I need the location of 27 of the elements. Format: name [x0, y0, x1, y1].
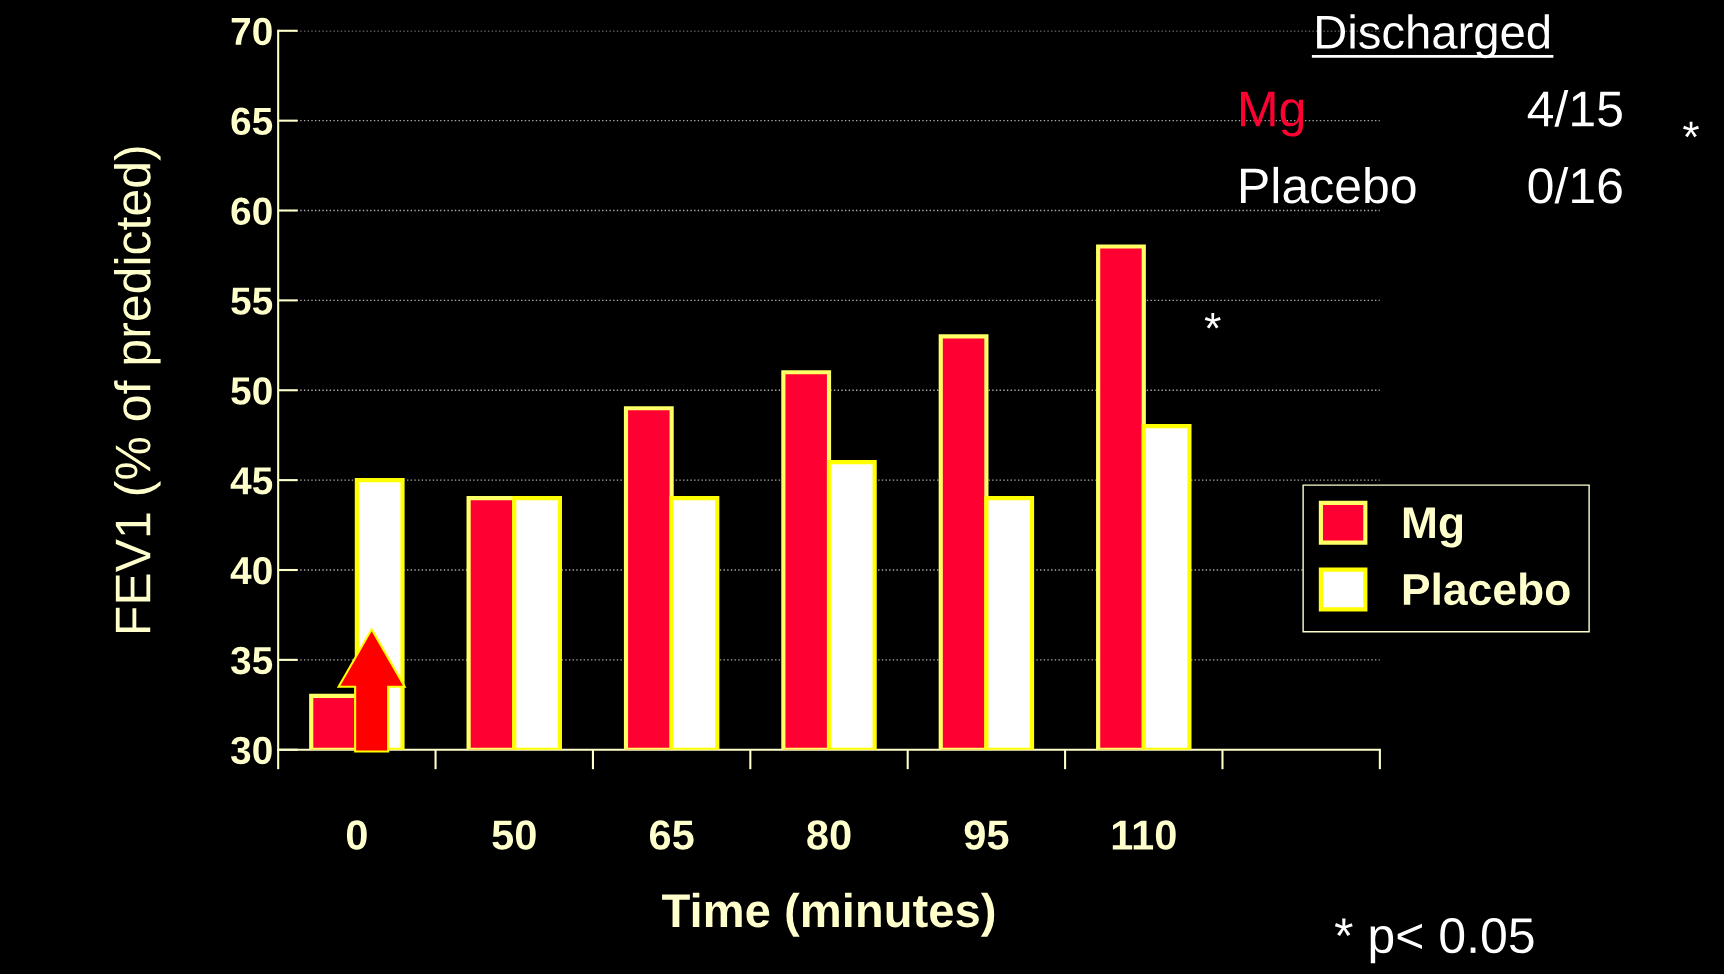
- y-tick-label: 35: [230, 646, 273, 675]
- y-tick-label: 45: [230, 467, 273, 495]
- legend-label: Placebo: [1403, 572, 1570, 606]
- annotation: *: [1204, 312, 1221, 329]
- x-tick-label: 80: [807, 820, 851, 850]
- x-tick-label: 110: [1112, 820, 1176, 850]
- text: 4/15: [1527, 89, 1622, 127]
- annotation: Placebo: [1241, 166, 1416, 204]
- y-tick-label: 60: [231, 197, 272, 225]
- annotation: Discharged: [1317, 14, 1550, 59]
- text: 0/16: [1528, 166, 1622, 204]
- legend-label: Mg: [1403, 507, 1463, 548]
- x-tick-label: 0: [346, 820, 367, 850]
- y-axis-title: FEV1 (% of predicted): [114, 147, 161, 633]
- text: *: [1683, 121, 1699, 138]
- y-tick-label: 30: [230, 736, 272, 765]
- text: * p< 0.05: [1334, 917, 1534, 964]
- y-tick-label: 70: [231, 17, 272, 46]
- x-tick-label: 50: [492, 820, 536, 850]
- x-tick-label: 65: [649, 820, 694, 850]
- y-tick-label: 50: [231, 377, 272, 405]
- y-tick-label: 40: [230, 556, 272, 585]
- x-tick-label: 95: [964, 820, 1009, 850]
- x-axis-title: Time (minutes): [662, 892, 995, 937]
- y-tick-label: 65: [231, 107, 273, 136]
- y-tick-label: 55: [231, 287, 273, 315]
- annotation: Mg: [1241, 91, 1304, 137]
